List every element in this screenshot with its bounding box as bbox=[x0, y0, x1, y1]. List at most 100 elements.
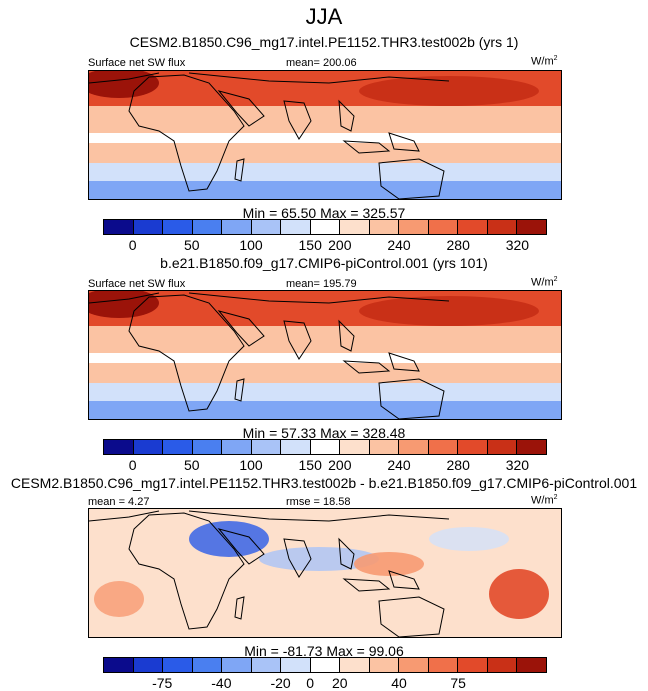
coast-australia bbox=[378, 596, 445, 637]
panel1-variable: Surface net SW flux bbox=[88, 57, 186, 69]
field-blob-neg bbox=[429, 527, 509, 551]
panel3-units: W/m2 bbox=[531, 494, 558, 507]
coast-india bbox=[283, 320, 312, 360]
colorbar-tick-label: 200 bbox=[328, 237, 352, 253]
panel1-units: W/m2 bbox=[531, 55, 558, 68]
panel2-mean: mean= 195.79 bbox=[286, 278, 357, 290]
coast-madagascar bbox=[234, 158, 245, 182]
field-blob-neg bbox=[259, 547, 379, 571]
coast-africa bbox=[128, 512, 245, 630]
colorbar-tick-label: 0 bbox=[128, 237, 137, 253]
colorbar-tick-label: 0 bbox=[306, 675, 315, 691]
colorbar-tick-label: 280 bbox=[446, 237, 470, 253]
figure-title: JJA bbox=[305, 4, 343, 29]
colorbar-box bbox=[458, 658, 488, 672]
colorbar-box bbox=[428, 658, 459, 672]
coast-india bbox=[283, 538, 312, 578]
panel1-map-svg bbox=[89, 71, 561, 199]
colorbar-box bbox=[369, 658, 400, 672]
colorbar-tick-label: 150 bbox=[298, 237, 322, 253]
colorbar-box bbox=[163, 658, 193, 672]
colorbar-box bbox=[458, 440, 488, 454]
coast-north bbox=[89, 292, 450, 304]
panel2-min-max: Min = 57.33 Max = 328.48 bbox=[242, 425, 406, 441]
field-max-pacific bbox=[359, 76, 539, 106]
coastlines bbox=[89, 292, 450, 419]
colorbar-box bbox=[399, 220, 429, 234]
colorbar-box bbox=[133, 658, 164, 672]
colorbar-tick-label: 320 bbox=[505, 457, 530, 473]
colorbar-box bbox=[340, 440, 370, 454]
panel1-min-max: Min = 65.50 Max = 325.57 bbox=[242, 205, 406, 221]
field-max-sahara bbox=[89, 291, 159, 318]
panel3-map bbox=[88, 508, 562, 638]
panel2-map bbox=[88, 290, 562, 420]
colorbar-box bbox=[487, 658, 518, 672]
colorbar-tick-label: 20 bbox=[332, 675, 348, 691]
coast-borneo bbox=[342, 360, 391, 374]
colorbar-box bbox=[133, 440, 164, 454]
colorbar-tick-label: 150 bbox=[298, 457, 322, 473]
colorbar-tick-label: -40 bbox=[211, 675, 232, 691]
coast-newguinea bbox=[388, 352, 420, 372]
coast-north bbox=[89, 510, 450, 522]
colorbar-box bbox=[222, 658, 252, 672]
panel3-colorbar bbox=[103, 657, 547, 673]
colorbar-box bbox=[192, 220, 223, 234]
colorbar-tick-label: 240 bbox=[387, 457, 411, 473]
panel1-mean: mean= 200.06 bbox=[286, 57, 357, 69]
colorbar-box bbox=[133, 220, 164, 234]
coast-indochina bbox=[338, 319, 355, 352]
colorbar-box bbox=[310, 658, 341, 672]
field-band-polar bbox=[89, 401, 561, 419]
coast-indochina bbox=[338, 99, 355, 132]
field-band-itcz bbox=[89, 353, 561, 363]
panel2-variable: Surface net SW flux bbox=[88, 278, 186, 290]
field-max-sahara bbox=[89, 71, 159, 98]
colorbar-box bbox=[163, 220, 193, 234]
colorbar-box bbox=[251, 658, 282, 672]
colorbar-box bbox=[192, 658, 223, 672]
colorbar-box bbox=[281, 658, 311, 672]
coast-africa bbox=[128, 74, 245, 192]
colorbar-tick-label: 50 bbox=[184, 237, 200, 253]
colorbar-tick-label: 0 bbox=[128, 457, 137, 473]
panel3-mean: mean = 4.27 bbox=[88, 496, 150, 508]
panel1-colorbar bbox=[103, 219, 547, 235]
colorbar-box bbox=[310, 220, 341, 234]
colorbar-box bbox=[104, 658, 134, 672]
coastlines bbox=[89, 72, 450, 199]
field-background bbox=[89, 509, 561, 637]
colorbar-box bbox=[340, 658, 370, 672]
field-max-pacific bbox=[359, 296, 539, 326]
colorbar-box bbox=[163, 440, 193, 454]
panel2-colorbar bbox=[103, 439, 547, 455]
coast-borneo bbox=[342, 140, 391, 154]
colorbar-tick-label: 100 bbox=[239, 457, 263, 473]
colorbar-box bbox=[487, 440, 518, 454]
coast-australia bbox=[378, 158, 445, 199]
colorbar-box bbox=[517, 220, 546, 234]
colorbar-box bbox=[517, 440, 546, 454]
panel2-units: W/m2 bbox=[531, 276, 558, 289]
field-blob-neg bbox=[189, 521, 269, 557]
colorbar-box bbox=[428, 220, 459, 234]
panel1-colorbar-ticks: 0 50 100 150 200 240 280 320 bbox=[103, 237, 547, 253]
colorbar-box bbox=[369, 220, 400, 234]
colorbar-tick-label: 100 bbox=[239, 237, 263, 253]
panel1-map bbox=[88, 70, 562, 200]
colorbar-box bbox=[281, 220, 311, 234]
colorbar-tick-label: -20 bbox=[270, 675, 291, 691]
colorbar-tick-label: 40 bbox=[391, 675, 407, 691]
panel3-rmse: rmse = 18.58 bbox=[286, 496, 351, 508]
coast-borneo bbox=[342, 578, 391, 592]
colorbar-tick-label: 240 bbox=[387, 237, 411, 253]
colorbar-box bbox=[104, 220, 134, 234]
coast-arabia bbox=[217, 310, 265, 347]
coast-indochina bbox=[338, 537, 355, 570]
panel2-colorbar-ticks: 0 50 100 150 200 240 280 320 bbox=[103, 457, 547, 473]
colorbar-box bbox=[399, 440, 429, 454]
colorbar-tick-label: 50 bbox=[184, 457, 200, 473]
colorbar-box bbox=[369, 440, 400, 454]
colorbar-box bbox=[222, 440, 252, 454]
